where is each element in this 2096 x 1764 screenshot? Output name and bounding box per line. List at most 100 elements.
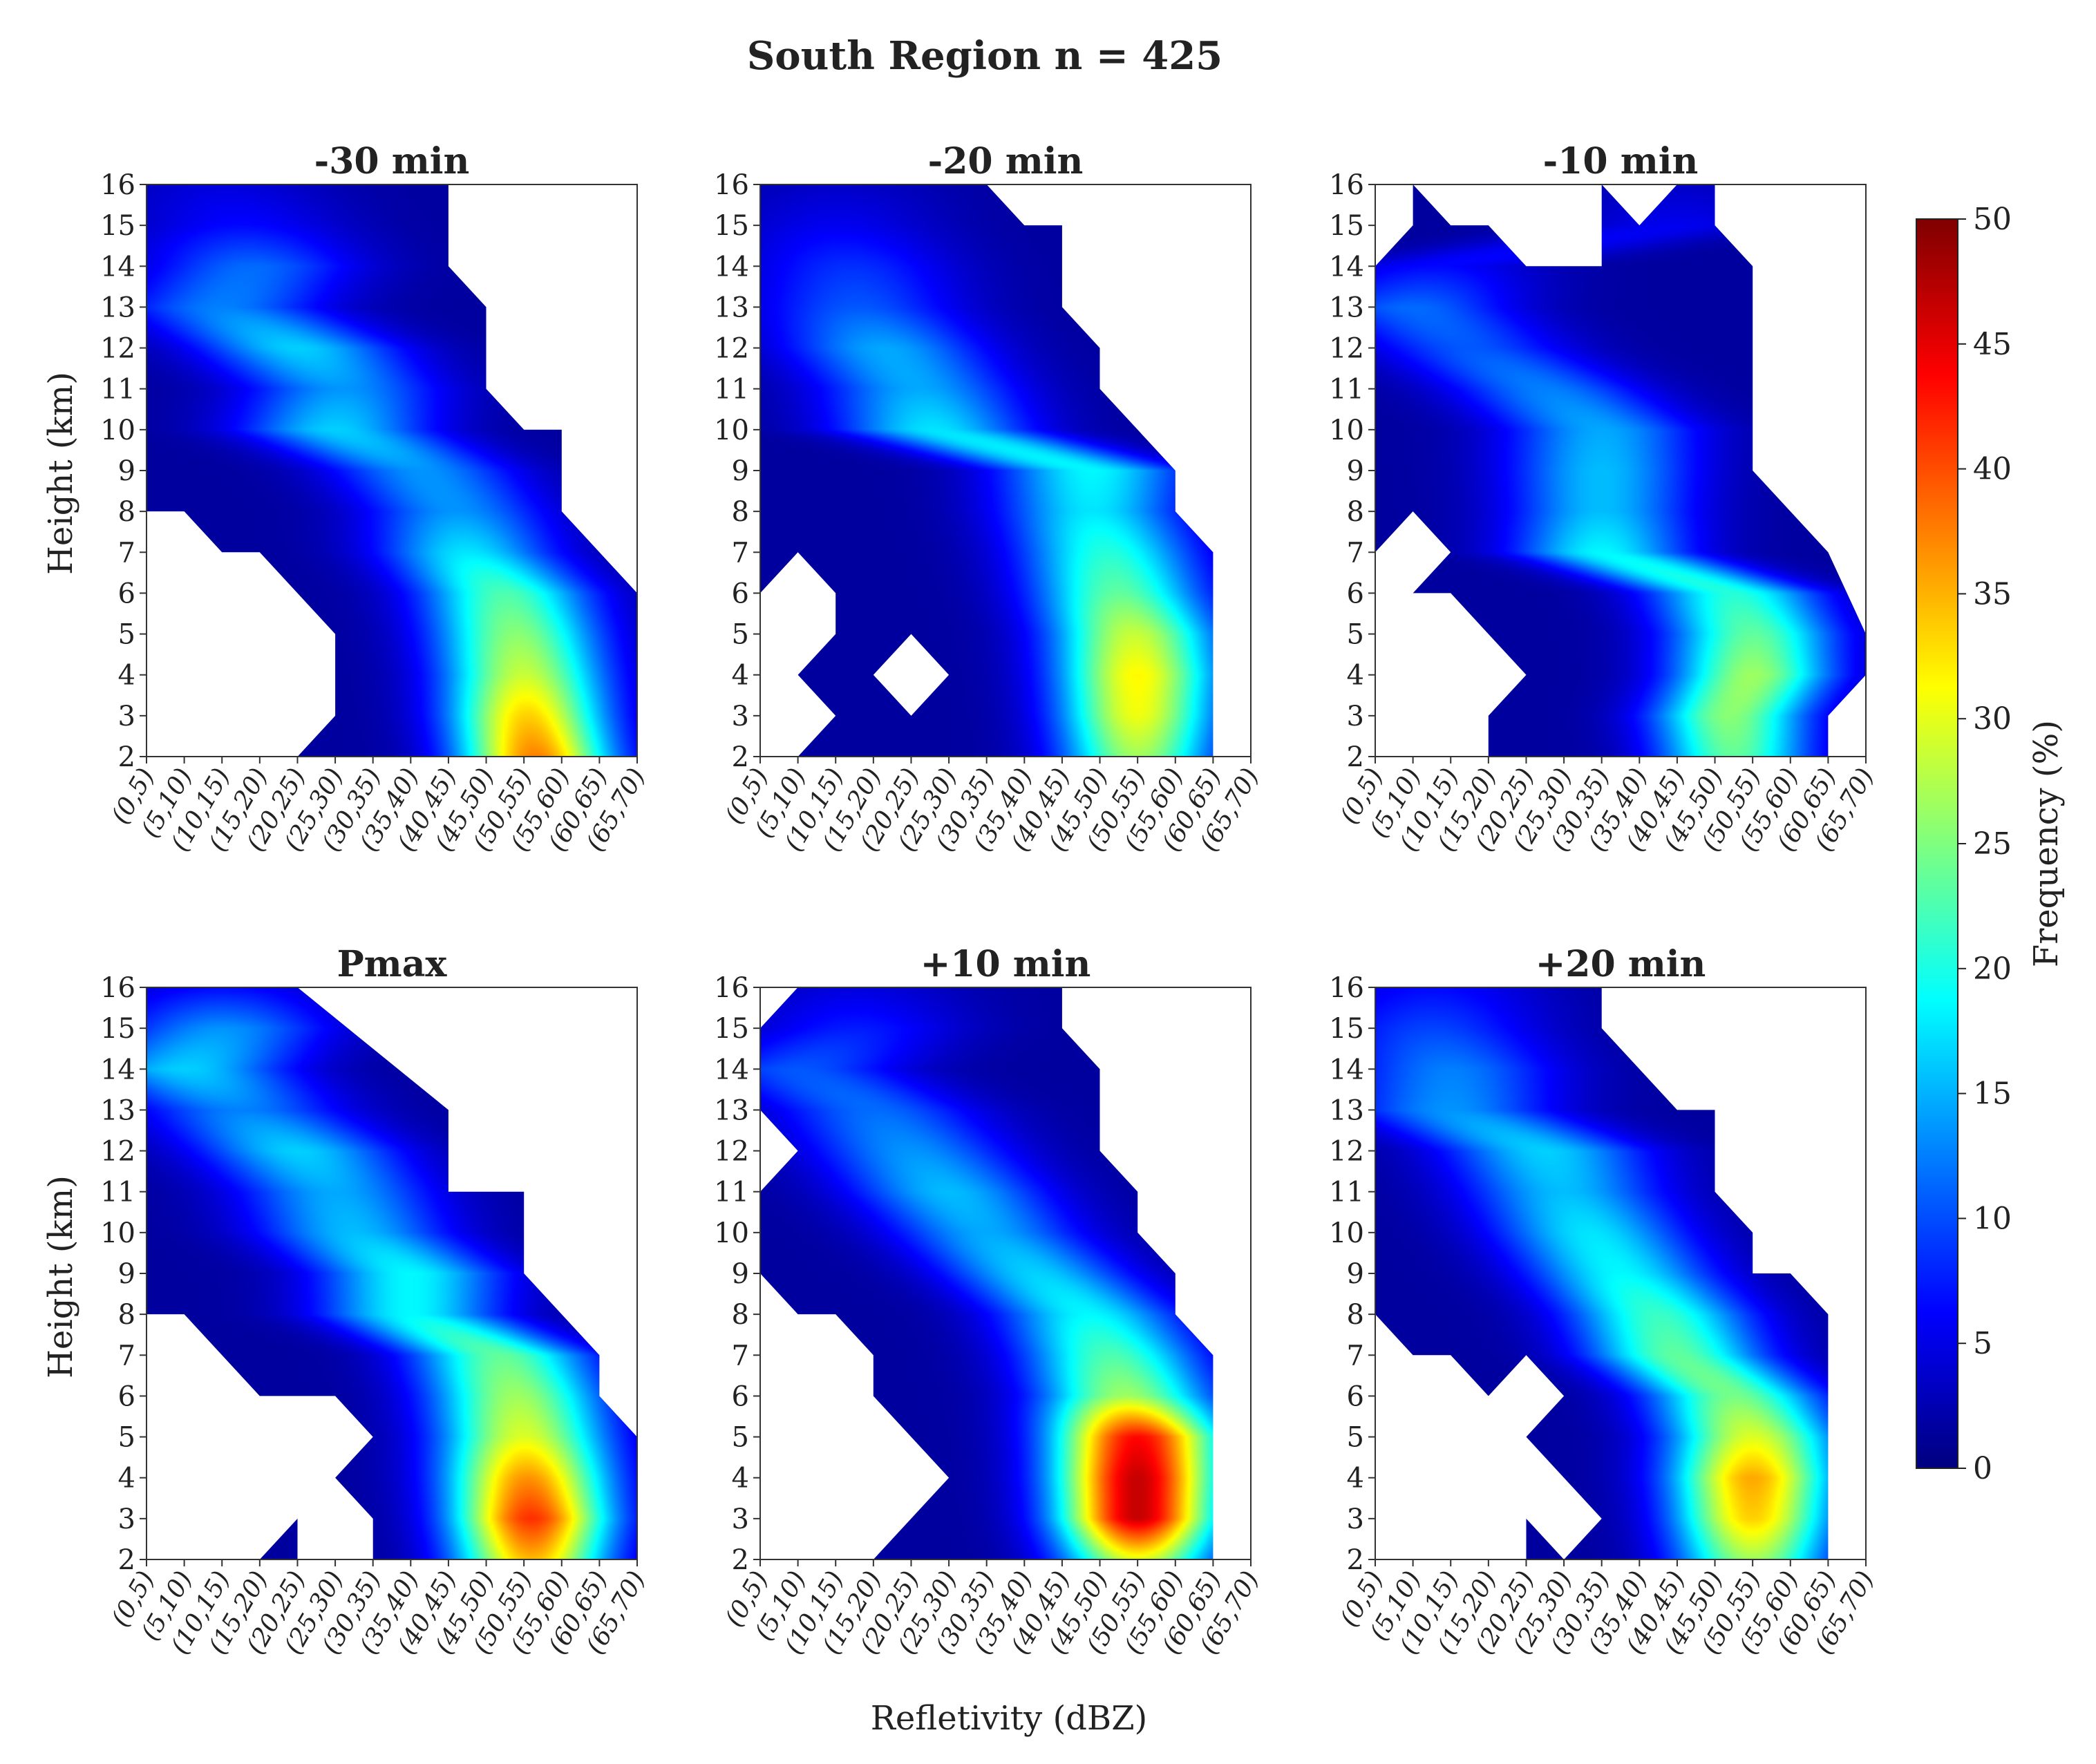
y-tick-label: 4 [118, 660, 135, 692]
y-tick-label: 10 [714, 415, 749, 446]
y-tick-label: 11 [100, 1177, 135, 1208]
y-tick-label: 7 [732, 1340, 749, 1372]
heatmap-field [1375, 987, 1829, 1559]
y-tick-label: 12 [1329, 1136, 1364, 1168]
colorbar-tick-label: 5 [1973, 1326, 1992, 1361]
suptitle: South Region n = 425 [747, 33, 1222, 79]
y-tick-label: 6 [1347, 1381, 1364, 1412]
y-tick-label: 13 [714, 292, 749, 323]
y-tick-label: 14 [1329, 1054, 1364, 1085]
y-tick-label: 11 [100, 374, 135, 406]
heatmap-panel: -20 min2345678910111213141516(0,5)(5,10)… [714, 140, 1265, 856]
y-tick-label: 8 [118, 496, 135, 528]
y-tick-label: 2 [1347, 1544, 1364, 1576]
y-tick-label: 3 [118, 1504, 135, 1535]
y-tick-label: 11 [1329, 374, 1364, 406]
y-tick-label: 6 [732, 1381, 749, 1412]
heatmap-panel: Pmax2345678910111213141516(0,5)(5,10)(10… [100, 943, 651, 1659]
y-tick-label: 4 [732, 660, 749, 692]
y-tick-label: 10 [1329, 1217, 1364, 1249]
y-tick-label: 9 [732, 1258, 749, 1290]
y-tick-label: 10 [100, 415, 135, 446]
y-tick-label: 13 [100, 1094, 135, 1126]
shared-xlabel: Refletivity (dBZ) [871, 1699, 1148, 1738]
colorbar-tick-label: 0 [1973, 1451, 1992, 1486]
y-tick-label: 16 [100, 169, 135, 201]
colorbar-tick-label: 20 [1973, 951, 2012, 987]
y-tick-label: 11 [1329, 1177, 1364, 1208]
y-tick-label: 11 [714, 1177, 749, 1208]
heatmap-panel: +10 min2345678910111213141516(0,5)(5,10)… [714, 943, 1265, 1659]
y-tick-label: 3 [1347, 1504, 1364, 1535]
y-tick-label: 8 [118, 1299, 135, 1331]
heatmap-field [1375, 184, 1866, 757]
y-tick-label: 4 [1347, 1463, 1364, 1495]
y-tick-label: 4 [1347, 660, 1364, 692]
colorbar-gradient [1916, 218, 1958, 1469]
y-tick-label: 14 [714, 251, 749, 283]
y-tick-label: 2 [732, 741, 749, 773]
y-tick-label: 16 [100, 972, 135, 1004]
y-tick-label: 13 [1329, 1094, 1364, 1126]
y-tick-label: 3 [732, 1504, 749, 1535]
colorbar-tick-label: 30 [1973, 701, 2012, 737]
y-tick-label: 9 [118, 455, 135, 487]
y-tick-label: 16 [714, 169, 749, 201]
y-tick-label: 12 [100, 333, 135, 365]
y-tick-label: 7 [732, 537, 749, 569]
panel-title: Pmax [337, 943, 448, 985]
y-tick-label: 16 [1329, 169, 1364, 201]
colorbar-tick-label: 50 [1973, 202, 2012, 237]
y-tick-label: 3 [118, 701, 135, 732]
y-tick-label: 12 [714, 1136, 749, 1168]
colorbar-tick-label: 15 [1973, 1077, 2012, 1112]
y-tick-label: 8 [732, 496, 749, 528]
colorbar: 0 5 10 15 20 25 30 35 40 45 50 Frequency (%) [1916, 202, 2066, 1486]
y-tick-label: 5 [118, 1422, 135, 1454]
y-tick-label: 5 [118, 619, 135, 651]
y-tick-label: 7 [118, 1340, 135, 1372]
y-tick-label: 13 [1329, 292, 1364, 323]
y-tick-label: 9 [1347, 1258, 1364, 1290]
y-tick-label: 10 [714, 1217, 749, 1249]
y-tick-label: 3 [1347, 701, 1364, 732]
y-tick-label: 13 [714, 1094, 749, 1126]
y-tick-label: 2 [1347, 741, 1364, 773]
colorbar-tick-label: 40 [1973, 452, 2012, 487]
y-tick-label: 14 [714, 1054, 749, 1085]
y-tick-label: 15 [100, 210, 135, 242]
y-tick-label: 12 [100, 1136, 135, 1168]
y-tick-label: 5 [732, 1422, 749, 1454]
y-tick-label: 2 [732, 1544, 749, 1576]
panel-title: +10 min [920, 943, 1091, 985]
colorbar-tick-label: 35 [1973, 576, 2012, 611]
y-tick-label: 6 [118, 578, 135, 609]
y-tick-label: 5 [1347, 1422, 1364, 1454]
y-tick-label: 14 [100, 1054, 135, 1085]
y-tick-label: 16 [714, 972, 749, 1004]
colorbar-ticks: 0 5 10 15 20 25 30 35 40 45 50 [1958, 202, 2012, 1486]
colorbar-label: Frequency (%) [2027, 720, 2066, 967]
y-tick-label: 6 [118, 1381, 135, 1412]
y-tick-label: 8 [732, 1299, 749, 1331]
heatmap-field [760, 987, 1214, 1559]
y-tick-label: 5 [1347, 619, 1364, 651]
y-tick-label: 7 [118, 537, 135, 569]
y-tick-label: 8 [1347, 1299, 1364, 1331]
y-tick-label: 11 [714, 374, 749, 406]
y-tick-label: 14 [1329, 251, 1364, 283]
panel-title: -30 min [314, 140, 470, 182]
y-tick-label: 16 [1329, 972, 1364, 1004]
y-tick-label: 3 [732, 701, 749, 732]
y-tick-label: 2 [118, 741, 135, 773]
y-tick-label: 7 [1347, 1340, 1364, 1372]
y-tick-label: 15 [714, 210, 749, 242]
panel-title: +20 min [1536, 943, 1706, 985]
heatmap-panel: -10 min2345678910111213141516(0,5)(5,10)… [1329, 140, 1880, 856]
y-tick-label: 8 [1347, 496, 1364, 528]
y-tick-label: 10 [1329, 415, 1364, 446]
colorbar-tick-label: 10 [1973, 1201, 2012, 1236]
y-tick-label: 12 [1329, 333, 1364, 365]
y-tick-label: 5 [732, 619, 749, 651]
